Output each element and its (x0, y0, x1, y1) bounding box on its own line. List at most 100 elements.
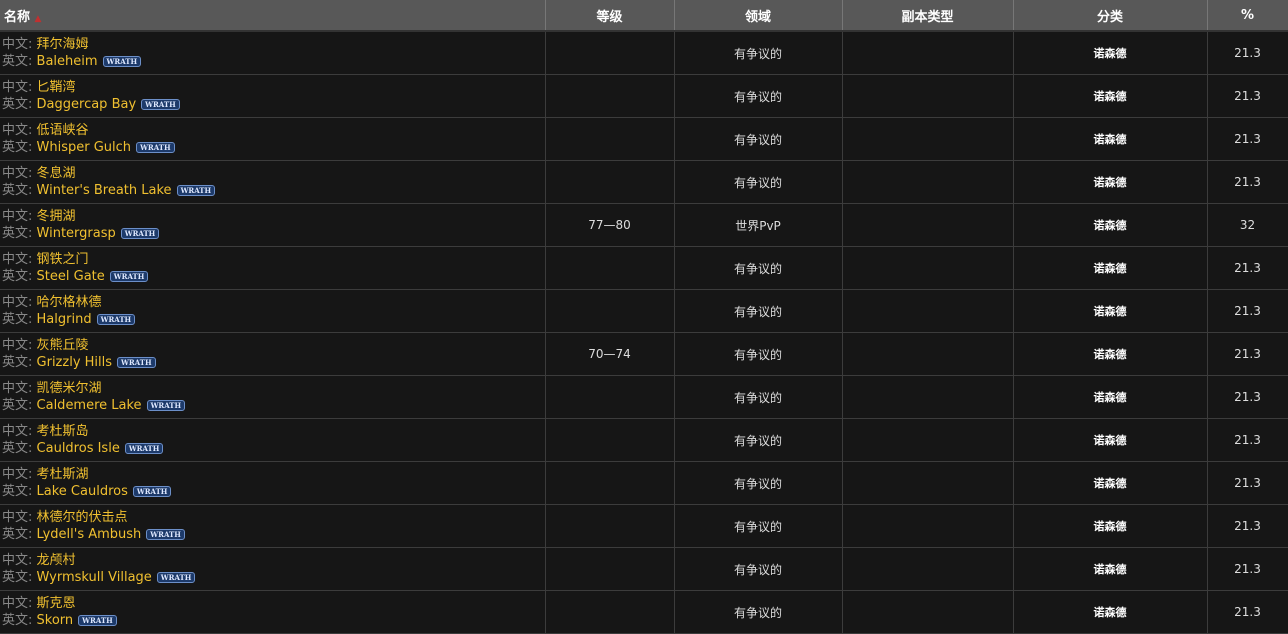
zone-cn-link[interactable]: 斯克恩 (36, 596, 76, 611)
percent-cell: 21.3 (1207, 461, 1288, 505)
zone-en-link[interactable]: Steel Gate (36, 269, 105, 284)
zone-en-link[interactable]: Lydell's Ambush (36, 527, 142, 542)
table-row: 中文: 灰熊丘陵 英文: Grizzly Hills WRATH 70—74 有争议… (0, 332, 1288, 376)
zone-cn-link[interactable]: 冬息湖 (36, 166, 76, 181)
level-cell (545, 547, 675, 591)
instance-type-cell (842, 31, 1014, 75)
zone-cell: 有争议的 (674, 375, 843, 419)
level-cell (545, 289, 675, 333)
zone-cn-link[interactable]: 凯德米尔湖 (36, 381, 102, 396)
zone-en-link[interactable]: Caldemere Lake (36, 398, 142, 413)
zone-cn-link[interactable]: 拜尔海姆 (36, 37, 89, 52)
instance-type-cell (842, 332, 1014, 376)
instance-type-cell (842, 375, 1014, 419)
percent-cell: 21.3 (1207, 547, 1288, 591)
zone-en-link[interactable]: Cauldros Isle (36, 441, 120, 456)
level-cell (545, 117, 675, 161)
table-row: 中文: 考杜斯湖 英文: Lake Cauldros WRATH 有争议的 诺森德 … (0, 461, 1288, 505)
instance-type-cell (842, 590, 1014, 634)
category-cell: 诺森德 (1013, 590, 1208, 634)
header-level[interactable]: 等级 (545, 0, 675, 32)
instance-type-cell (842, 160, 1014, 204)
level-cell: 70—74 (545, 332, 675, 376)
zone-cn-link[interactable]: 钢铁之门 (36, 252, 89, 267)
wrath-expansion-icon: WRATH (109, 271, 149, 282)
level-cell (545, 31, 675, 75)
zone-en-link[interactable]: Wintergrasp (36, 226, 116, 241)
zone-cn-link[interactable]: 低语峡谷 (36, 123, 89, 138)
percent-cell: 21.3 (1207, 31, 1288, 75)
category-cell: 诺森德 (1013, 31, 1208, 75)
table-row: 中文: 匕鞘湾 英文: Daggercap Bay WRATH 有争议的 诺森德 2… (0, 74, 1288, 118)
sort-ascending-icon: ▲ (34, 13, 42, 24)
percent-cell: 21.3 (1207, 74, 1288, 118)
zone-en-link[interactable]: Wyrmskull Village (36, 570, 152, 585)
instance-type-cell (842, 74, 1014, 118)
category-cell: 诺森德 (1013, 74, 1208, 118)
wrath-expansion-icon: WRATH (117, 357, 156, 368)
zone-cn-link[interactable]: 考杜斯湖 (36, 467, 89, 482)
category-cell: 诺森德 (1013, 289, 1208, 333)
wrath-expansion-icon: WRATH (102, 56, 142, 67)
table-row: 中文: 凯德米尔湖 英文: Caldemere Lake WRATH 有争议的 诺森… (0, 375, 1288, 419)
header-name[interactable]: 名称 ▲ (0, 0, 546, 32)
category-cell: 诺森德 (1013, 246, 1208, 290)
zone-cn-link[interactable]: 冬拥湖 (36, 209, 76, 224)
table-row: 中文: 林德尔的伏击点 英文: Lydell's Ambush WRATH 有争议的… (0, 504, 1288, 548)
header-zone[interactable]: 领域 (674, 0, 843, 32)
instance-type-cell (842, 547, 1014, 591)
zone-en-link[interactable]: Daggercap Bay (36, 97, 137, 112)
zone-en-link[interactable]: Skorn (36, 613, 74, 628)
zone-cn-link[interactable]: 哈尔格林德 (36, 295, 102, 310)
wrath-expansion-icon: WRATH (136, 142, 175, 153)
wrath-expansion-icon: WRATH (78, 615, 117, 626)
wrath-expansion-icon: WRATH (96, 314, 136, 325)
zone-cell: 有争议的 (674, 289, 843, 333)
instance-type-cell (842, 246, 1014, 290)
percent-cell: 32 (1207, 203, 1288, 247)
wrath-expansion-icon: WRATH (120, 228, 160, 239)
zone-en-link[interactable]: Lake Cauldros (36, 484, 128, 499)
header-instance-type[interactable]: 副本类型 (842, 0, 1014, 32)
name-cell: 中文: 考杜斯湖 英文: Lake Cauldros WRATH (0, 461, 546, 505)
zone-cn-link[interactable]: 灰熊丘陵 (36, 338, 89, 353)
zone-cell: 有争议的 (674, 547, 843, 591)
zone-cn-link[interactable]: 林德尔的伏击点 (36, 510, 128, 525)
zone-cell: 世界PvP (674, 203, 843, 247)
name-cell: 中文: 斯克恩 英文: Skorn WRATH (0, 590, 546, 634)
zone-en-link[interactable]: Baleheim (36, 54, 98, 69)
name-cell: 中文: 龙颅村 英文: Wyrmskull Village WRATH (0, 547, 546, 591)
instance-type-cell (842, 203, 1014, 247)
level-cell (545, 590, 675, 634)
name-cell: 中文: 低语峡谷 英文: Whisper Gulch WRATH (0, 117, 546, 161)
zone-cn-link[interactable]: 龙颅村 (36, 553, 76, 568)
header-category[interactable]: 分类 (1013, 0, 1208, 32)
header-percent[interactable]: % (1207, 0, 1288, 32)
zone-cn-link[interactable]: 匕鞘湾 (36, 80, 76, 95)
zone-en-link[interactable]: Halgrind (36, 312, 92, 327)
table-header: 名称 ▲ 等级 领域 副本类型 分类 % (0, 0, 1288, 32)
category-cell: 诺森德 (1013, 418, 1208, 462)
name-cell: 中文: 匕鞘湾 英文: Daggercap Bay WRATH (0, 74, 546, 118)
name-cell: 中文: 凯德米尔湖 英文: Caldemere Lake WRATH (0, 375, 546, 419)
percent-cell: 21.3 (1207, 160, 1288, 204)
percent-cell: 21.3 (1207, 332, 1288, 376)
instance-type-cell (842, 289, 1014, 333)
zone-en-link[interactable]: Grizzly Hills (36, 355, 113, 370)
table-row: 中文: 冬拥湖 英文: Wintergrasp WRATH 77—80 世界PvP … (0, 203, 1288, 247)
level-cell (545, 74, 675, 118)
percent-cell: 21.3 (1207, 289, 1288, 333)
zone-en-link[interactable]: Winter's Breath Lake (36, 183, 172, 198)
wrath-expansion-icon: WRATH (176, 185, 216, 196)
wrath-expansion-icon: WRATH (156, 572, 196, 583)
wrath-expansion-icon: WRATH (132, 486, 172, 497)
zone-cn-link[interactable]: 考杜斯岛 (36, 424, 89, 439)
zone-en-link[interactable]: Whisper Gulch (36, 140, 132, 155)
zone-cell: 有争议的 (674, 160, 843, 204)
level-cell (545, 246, 675, 290)
category-cell: 诺森德 (1013, 547, 1208, 591)
name-cell: 中文: 灰熊丘陵 英文: Grizzly Hills WRATH (0, 332, 546, 376)
zone-cell: 有争议的 (674, 418, 843, 462)
table-row: 中文: 考杜斯岛 英文: Cauldros Isle WRATH 有争议的 诺森德 … (0, 418, 1288, 462)
wrath-expansion-icon: WRATH (146, 400, 186, 411)
